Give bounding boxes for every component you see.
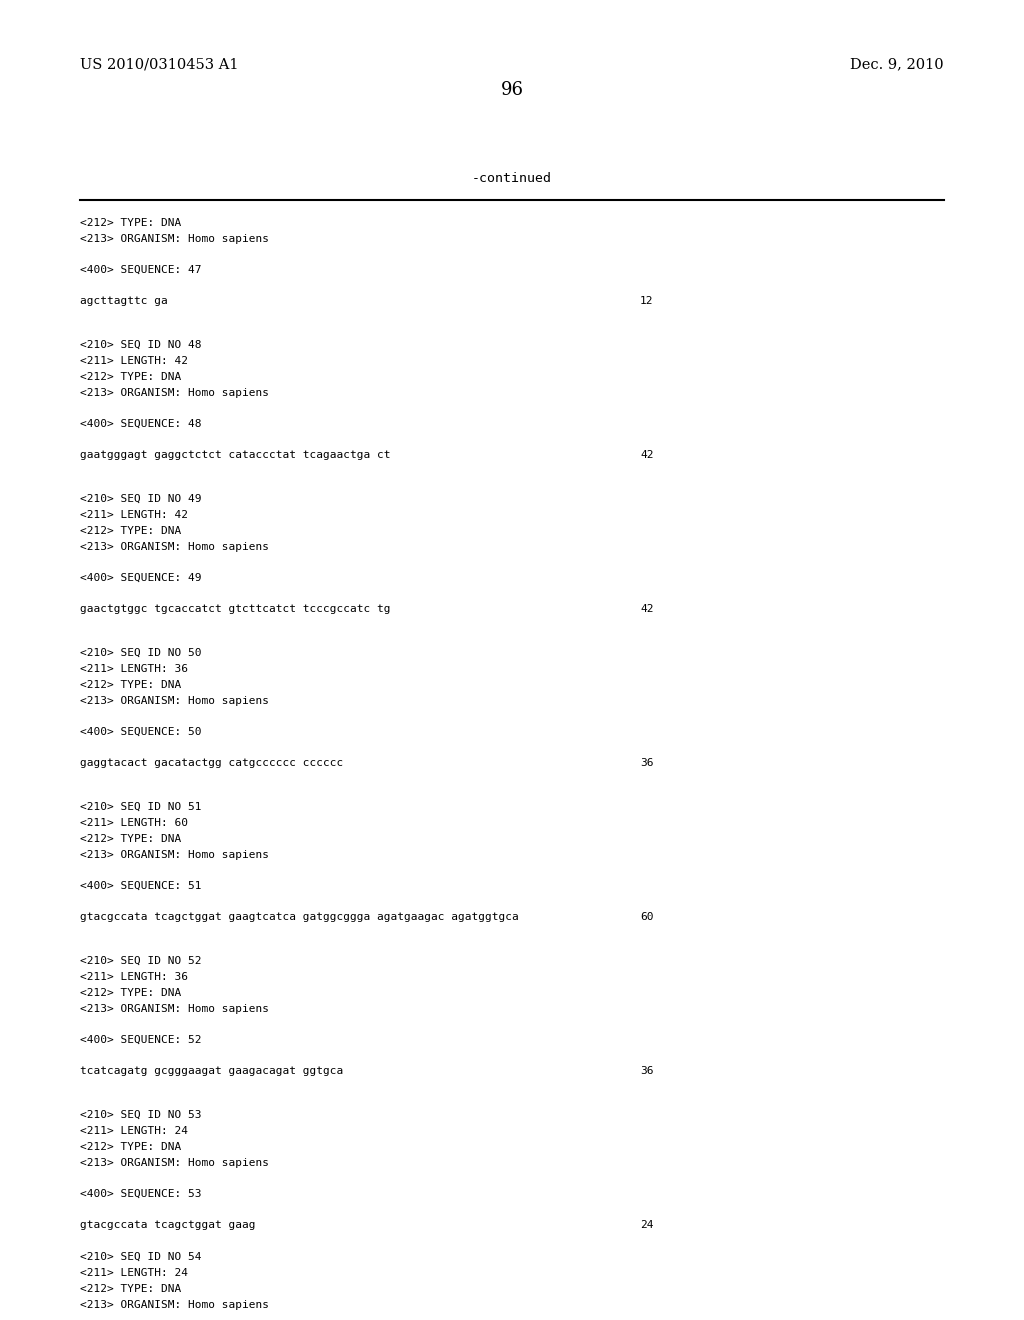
Text: <212> TYPE: DNA: <212> TYPE: DNA — [80, 987, 181, 998]
Text: <400> SEQUENCE: 53: <400> SEQUENCE: 53 — [80, 1189, 202, 1199]
Text: <213> ORGANISM: Homo sapiens: <213> ORGANISM: Homo sapiens — [80, 234, 269, 244]
Text: agcttagttc ga: agcttagttc ga — [80, 296, 168, 306]
Text: <400> SEQUENCE: 50: <400> SEQUENCE: 50 — [80, 727, 202, 737]
Text: <212> TYPE: DNA: <212> TYPE: DNA — [80, 1142, 181, 1152]
Text: <211> LENGTH: 24: <211> LENGTH: 24 — [80, 1126, 188, 1137]
Text: <211> LENGTH: 36: <211> LENGTH: 36 — [80, 664, 188, 675]
Text: <210> SEQ ID NO 49: <210> SEQ ID NO 49 — [80, 494, 202, 504]
Text: <212> TYPE: DNA: <212> TYPE: DNA — [80, 372, 181, 381]
Text: <210> SEQ ID NO 50: <210> SEQ ID NO 50 — [80, 648, 202, 657]
Text: <213> ORGANISM: Homo sapiens: <213> ORGANISM: Homo sapiens — [80, 850, 269, 861]
Text: <210> SEQ ID NO 48: <210> SEQ ID NO 48 — [80, 341, 202, 350]
Text: <212> TYPE: DNA: <212> TYPE: DNA — [80, 1284, 181, 1294]
Text: US 2010/0310453 A1: US 2010/0310453 A1 — [80, 57, 239, 71]
Text: gaggtacact gacatactgg catgcccccc cccccc: gaggtacact gacatactgg catgcccccc cccccc — [80, 758, 343, 768]
Text: <212> TYPE: DNA: <212> TYPE: DNA — [80, 525, 181, 536]
Text: <400> SEQUENCE: 47: <400> SEQUENCE: 47 — [80, 265, 202, 275]
Text: tcatcagatg gcgggaagat gaagacagat ggtgca: tcatcagatg gcgggaagat gaagacagat ggtgca — [80, 1067, 343, 1076]
Text: -continued: -continued — [472, 172, 552, 185]
Text: <400> SEQUENCE: 48: <400> SEQUENCE: 48 — [80, 418, 202, 429]
Text: <213> ORGANISM: Homo sapiens: <213> ORGANISM: Homo sapiens — [80, 388, 269, 399]
Text: gtacgccata tcagctggat gaag: gtacgccata tcagctggat gaag — [80, 1220, 256, 1230]
Text: <213> ORGANISM: Homo sapiens: <213> ORGANISM: Homo sapiens — [80, 543, 269, 552]
Text: <400> SEQUENCE: 52: <400> SEQUENCE: 52 — [80, 1035, 202, 1045]
Text: 36: 36 — [640, 1067, 653, 1076]
Text: <212> TYPE: DNA: <212> TYPE: DNA — [80, 218, 181, 228]
Text: 42: 42 — [640, 450, 653, 459]
Text: <213> ORGANISM: Homo sapiens: <213> ORGANISM: Homo sapiens — [80, 1300, 269, 1309]
Text: <212> TYPE: DNA: <212> TYPE: DNA — [80, 680, 181, 690]
Text: <210> SEQ ID NO 51: <210> SEQ ID NO 51 — [80, 803, 202, 812]
Text: <211> LENGTH: 36: <211> LENGTH: 36 — [80, 972, 188, 982]
Text: <211> LENGTH: 24: <211> LENGTH: 24 — [80, 1269, 188, 1278]
Text: <210> SEQ ID NO 53: <210> SEQ ID NO 53 — [80, 1110, 202, 1119]
Text: <400> SEQUENCE: 51: <400> SEQUENCE: 51 — [80, 880, 202, 891]
Text: <210> SEQ ID NO 52: <210> SEQ ID NO 52 — [80, 956, 202, 966]
Text: <213> ORGANISM: Homo sapiens: <213> ORGANISM: Homo sapiens — [80, 696, 269, 706]
Text: 36: 36 — [640, 758, 653, 768]
Text: Dec. 9, 2010: Dec. 9, 2010 — [850, 57, 944, 71]
Text: gaatgggagt gaggctctct cataccctat tcagaactga ct: gaatgggagt gaggctctct cataccctat tcagaac… — [80, 450, 390, 459]
Text: <213> ORGANISM: Homo sapiens: <213> ORGANISM: Homo sapiens — [80, 1158, 269, 1168]
Text: gaactgtggc tgcaccatct gtcttcatct tcccgccatc tg: gaactgtggc tgcaccatct gtcttcatct tcccgcc… — [80, 605, 390, 614]
Text: <212> TYPE: DNA: <212> TYPE: DNA — [80, 834, 181, 843]
Text: 60: 60 — [640, 912, 653, 921]
Text: <211> LENGTH: 60: <211> LENGTH: 60 — [80, 818, 188, 828]
Text: <400> SEQUENCE: 49: <400> SEQUENCE: 49 — [80, 573, 202, 583]
Text: <210> SEQ ID NO 54: <210> SEQ ID NO 54 — [80, 1251, 202, 1262]
Text: <211> LENGTH: 42: <211> LENGTH: 42 — [80, 356, 188, 366]
Text: 96: 96 — [501, 81, 523, 99]
Text: 24: 24 — [640, 1220, 653, 1230]
Text: gtacgccata tcagctggat gaagtcatca gatggcggga agatgaagac agatggtgca: gtacgccata tcagctggat gaagtcatca gatggcg… — [80, 912, 519, 921]
Text: <213> ORGANISM: Homo sapiens: <213> ORGANISM: Homo sapiens — [80, 1005, 269, 1014]
Text: 12: 12 — [640, 296, 653, 306]
Text: 42: 42 — [640, 605, 653, 614]
Text: <211> LENGTH: 42: <211> LENGTH: 42 — [80, 510, 188, 520]
